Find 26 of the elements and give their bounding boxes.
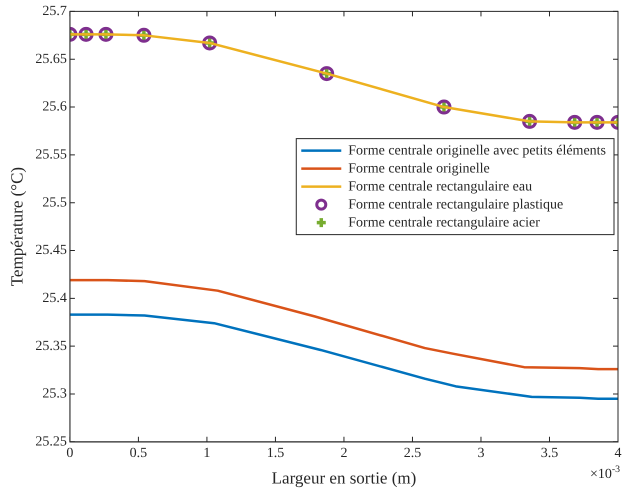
- y-tick-label: 25.25: [35, 434, 67, 450]
- legend-label: Forme centrale rectangulaire eau: [348, 179, 532, 194]
- x-axis-title: Largeur en sortie (m): [272, 468, 416, 488]
- x-tick-label: 0: [66, 446, 74, 461]
- y-tick-label: 25.65: [35, 52, 67, 67]
- x-tick-label: 0.5: [130, 446, 148, 461]
- x-tick-label: 1.5: [266, 446, 284, 461]
- legend-label: Forme centrale originelle: [348, 161, 490, 176]
- y-axis-title: Température (°C): [8, 166, 27, 286]
- legend-label: Forme centrale rectangulaire plastique: [348, 197, 564, 212]
- x-tick-label: 3: [477, 446, 484, 461]
- x-tick-label: 4: [614, 446, 622, 461]
- y-tick-label: 25.55: [35, 148, 67, 163]
- x-tick-label: 2: [340, 446, 348, 461]
- x-tick-label: 3.5: [540, 446, 558, 461]
- y-tick-label: 25.5: [42, 195, 67, 210]
- y-tick-label: 25.4: [42, 291, 67, 306]
- y-tick-label: 25.45: [35, 243, 67, 258]
- x-tick-label: 2.5: [404, 446, 422, 461]
- x-tick-label: 1: [203, 446, 210, 461]
- legend-label: Forme centrale originelle avec petits éléments: [348, 143, 606, 158]
- y-tick-label: 25.35: [35, 338, 67, 354]
- y-tick-label: 25.7: [42, 4, 67, 20]
- y-tick-label: 25.3: [42, 386, 67, 402]
- y-tick-label: 25.6: [42, 100, 67, 115]
- legend-label: Forme centrale rectangulaire acier: [348, 215, 540, 230]
